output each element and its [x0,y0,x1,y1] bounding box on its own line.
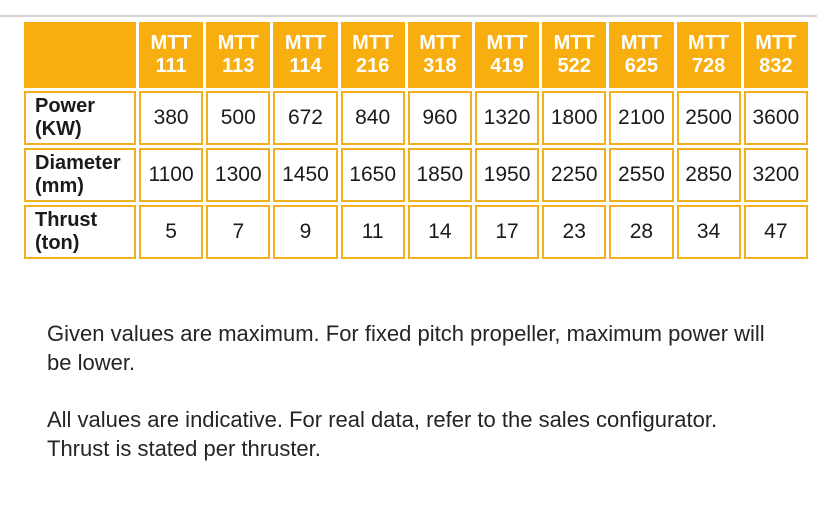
power-value-mtt-216: 840 [340,91,405,145]
thrust-value-mtt-318: 14 [407,205,472,259]
column-header-mtt-625: MTT 625 [609,22,674,88]
thrust-value-mtt-625: 28 [609,205,674,259]
thrust-value-mtt-216: 11 [340,205,405,259]
note-maximum-values: Given values are maximum. For fixed pitc… [47,321,765,375]
diameter-value-mtt-318: 1850 [407,148,472,202]
top-divider-line [0,15,817,17]
diameter-value-mtt-113: 1300 [206,148,271,202]
diameter-value-mtt-216: 1650 [340,148,405,202]
power-value-mtt-522: 1800 [542,91,607,145]
power-value-mtt-114: 672 [273,91,338,145]
row-label-thrust: Thrust (ton) [24,205,136,259]
column-header-mtt-728: MTT 728 [676,22,741,88]
column-header-mtt-114: MTT 114 [273,22,338,88]
power-value-mtt-113: 500 [206,91,271,145]
power-value-mtt-419: 1320 [474,91,540,145]
thrust-value-mtt-111: 5 [139,205,204,259]
thrust-value-mtt-113: 7 [206,205,271,259]
column-header-mtt-832: MTT 832 [743,22,808,88]
table-row-power: Power (KW) 380 500 672 840 960 1320 1800… [24,91,808,145]
power-value-mtt-625: 2100 [609,91,674,145]
diameter-value-mtt-625: 2550 [609,148,674,202]
power-value-mtt-111: 380 [139,91,204,145]
header-row: MTT 111 MTT 113 MTT 114 MTT 216 MTT 318 … [24,22,808,88]
power-value-mtt-832: 3600 [743,91,808,145]
column-header-mtt-216: MTT 216 [340,22,405,88]
diameter-value-mtt-114: 1450 [273,148,338,202]
table-row-thrust: Thrust (ton) 5 7 9 11 14 17 23 28 34 47 [24,205,808,259]
power-value-mtt-318: 960 [407,91,472,145]
row-label-power: Power (KW) [24,91,136,145]
column-header-mtt-318: MTT 318 [407,22,472,88]
thrust-value-mtt-114: 9 [273,205,338,259]
column-header-mtt-113: MTT 113 [206,22,271,88]
diameter-value-mtt-832: 3200 [743,148,808,202]
column-header-mtt-419: MTT 419 [474,22,540,88]
note-indicative-values: All values are indicative. For real data… [47,407,718,461]
thruster-spec-table: MTT 111 MTT 113 MTT 114 MTT 216 MTT 318 … [21,19,811,262]
thrust-value-mtt-419: 17 [474,205,540,259]
row-label-diameter: Diameter (mm) [24,148,136,202]
column-header-mtt-111: MTT 111 [139,22,204,88]
diameter-value-mtt-111: 1100 [139,148,204,202]
table-row-diameter: Diameter (mm) 1100 1300 1450 1650 1850 1… [24,148,808,202]
corner-cell [24,22,136,88]
thrust-value-mtt-522: 23 [542,205,607,259]
thrust-value-mtt-832: 47 [743,205,808,259]
thrust-value-mtt-728: 34 [676,205,741,259]
diameter-value-mtt-728: 2850 [676,148,741,202]
diameter-value-mtt-419: 1950 [474,148,540,202]
power-value-mtt-728: 2500 [676,91,741,145]
diameter-value-mtt-522: 2250 [542,148,607,202]
column-header-mtt-522: MTT 522 [542,22,607,88]
